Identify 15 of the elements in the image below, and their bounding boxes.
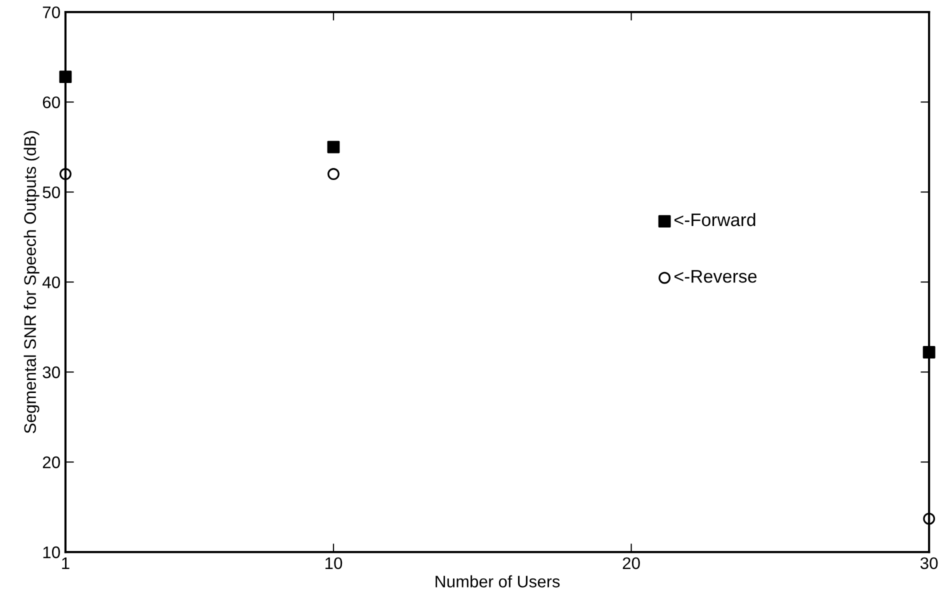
legend-label: <-Reverse <box>674 270 757 283</box>
x-tick-label: 20 <box>622 557 640 570</box>
y-tick-label: 50 <box>42 186 60 198</box>
x-tick-label: 1 <box>62 558 70 569</box>
y-axis-title: Segmental SNR for Speech Outputs (dB) <box>24 131 40 434</box>
y-tick-label: 30 <box>42 366 60 378</box>
y-tick-label: 10 <box>43 546 60 558</box>
legend-label: <-Forward <box>674 212 756 226</box>
y-tick-label: 20 <box>42 456 60 468</box>
y-tick-label: 70 <box>42 6 60 18</box>
x-tick-label: 10 <box>325 557 342 570</box>
x-axis-title: Number of Users <box>436 575 560 588</box>
y-tick-label: 60 <box>42 96 60 108</box>
x-tick-label: 30 <box>920 557 938 570</box>
y-tick-label: 40 <box>42 276 60 288</box>
